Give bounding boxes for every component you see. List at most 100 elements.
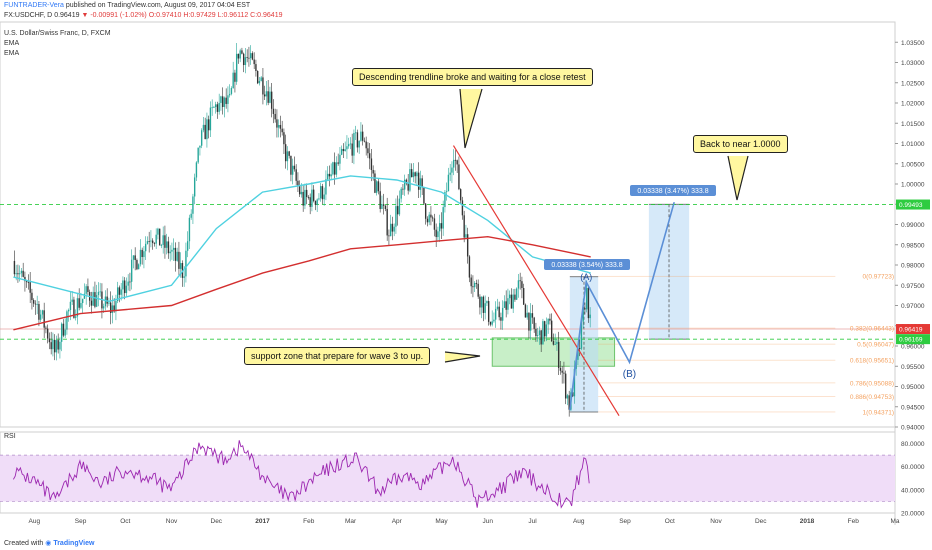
chart-title: U.S. Dollar/Swiss Franc, D, FXCM xyxy=(4,30,111,37)
ema-legend-1[interactable]: EMA xyxy=(4,40,20,47)
candle-body xyxy=(535,328,537,337)
candle-body xyxy=(178,251,180,269)
x-tick-label: Feb xyxy=(303,518,315,525)
candle-body xyxy=(472,286,474,288)
candle-body xyxy=(393,226,395,232)
candle-body xyxy=(552,340,555,345)
fib-label: 0.382(0.96443) xyxy=(850,326,894,333)
candle-body xyxy=(242,53,245,66)
candle-body xyxy=(505,301,507,310)
candle-body xyxy=(213,107,215,108)
candle-body xyxy=(524,304,527,318)
candle-body xyxy=(221,96,224,107)
candle-body xyxy=(81,298,84,304)
candle-body xyxy=(223,97,226,107)
author-link[interactable]: FUNTRADER-Vera xyxy=(4,2,64,9)
candle-body xyxy=(391,223,394,232)
candle-body xyxy=(573,368,576,397)
candle-body xyxy=(396,206,399,215)
candle-body xyxy=(335,162,338,175)
candle-body xyxy=(466,234,469,257)
candle-body xyxy=(106,296,108,304)
rsi-tick-label: 80.0000 xyxy=(901,441,925,448)
candle-body xyxy=(90,300,93,306)
candle-body xyxy=(158,228,161,246)
trendline-note[interactable]: Descending trendline broke and waiting f… xyxy=(352,68,593,86)
candle-body xyxy=(501,307,504,321)
candle-body xyxy=(468,256,471,278)
last-price: 0.96419 xyxy=(54,12,80,19)
candle-body xyxy=(496,306,499,309)
y-tick-label: 0.96000 xyxy=(901,344,925,351)
candle-body xyxy=(50,342,52,350)
candle-body xyxy=(137,264,140,270)
candle-body xyxy=(526,312,528,318)
candle-body xyxy=(255,64,257,71)
candle-body xyxy=(580,321,583,349)
candle-body xyxy=(162,235,164,245)
candles xyxy=(13,42,591,417)
ema-slow-line xyxy=(13,235,591,331)
candle-body xyxy=(325,179,327,195)
candle-body xyxy=(419,178,422,190)
target-note[interactable]: Back to near 1.0000 xyxy=(693,135,788,153)
ema-legend-2[interactable]: EMA xyxy=(4,50,20,57)
candle-body xyxy=(463,215,465,238)
candle-body xyxy=(508,294,511,299)
candle-body xyxy=(144,243,147,252)
candle-body xyxy=(129,281,131,283)
candle-body xyxy=(550,320,553,341)
candle-body xyxy=(263,94,266,97)
candle-body xyxy=(515,288,518,300)
candle-body xyxy=(115,301,117,312)
candle-body xyxy=(73,299,75,318)
candle-body xyxy=(377,181,380,192)
candle-body xyxy=(52,339,54,350)
candle-body xyxy=(25,281,28,283)
candle-body xyxy=(164,235,166,248)
candle-body xyxy=(582,308,584,322)
candle-body xyxy=(412,172,415,178)
candle-body xyxy=(578,348,581,349)
candle-body xyxy=(225,97,227,104)
candle-body xyxy=(116,287,119,302)
candle-body xyxy=(531,313,534,318)
candle-body xyxy=(143,251,145,258)
support-note[interactable]: support zone that prepare for wave 3 to … xyxy=(244,347,431,365)
descending-trendline xyxy=(452,145,620,416)
candle-body xyxy=(218,102,220,112)
candle-body xyxy=(498,306,500,318)
y-tick-label: 0.99000 xyxy=(901,222,925,229)
tradingview-brand[interactable]: TradingView xyxy=(53,540,95,547)
y-tick-label: 1.03500 xyxy=(901,40,925,47)
candle-body xyxy=(165,241,168,248)
candle-body xyxy=(482,296,485,313)
candle-body xyxy=(206,119,208,140)
candle-body xyxy=(78,298,80,308)
candle-body xyxy=(27,282,30,283)
candle-body xyxy=(32,300,35,304)
candle-body xyxy=(269,91,271,103)
candle-body xyxy=(424,203,427,219)
candle-body xyxy=(491,321,493,325)
candle-body xyxy=(521,281,523,289)
candle-body xyxy=(174,247,177,261)
candle-body xyxy=(251,53,254,60)
candle-body xyxy=(323,194,325,200)
candle-body xyxy=(510,294,513,309)
candle-body xyxy=(276,119,278,128)
candle-body xyxy=(519,280,521,282)
x-tick-label: Nov xyxy=(710,518,722,525)
candle-body xyxy=(493,319,495,322)
candle-body xyxy=(71,299,73,302)
candle-body xyxy=(148,241,150,242)
candle-body xyxy=(417,172,420,190)
candle-body xyxy=(407,183,409,191)
candle-body xyxy=(118,287,121,295)
y-tick-label: 0.98000 xyxy=(901,263,925,270)
footer: Created with ◉ TradingView xyxy=(4,539,94,547)
candle-body xyxy=(379,191,381,209)
candle-body xyxy=(538,330,541,336)
candle-body xyxy=(179,263,182,269)
x-tick-label: Sep xyxy=(619,518,631,525)
